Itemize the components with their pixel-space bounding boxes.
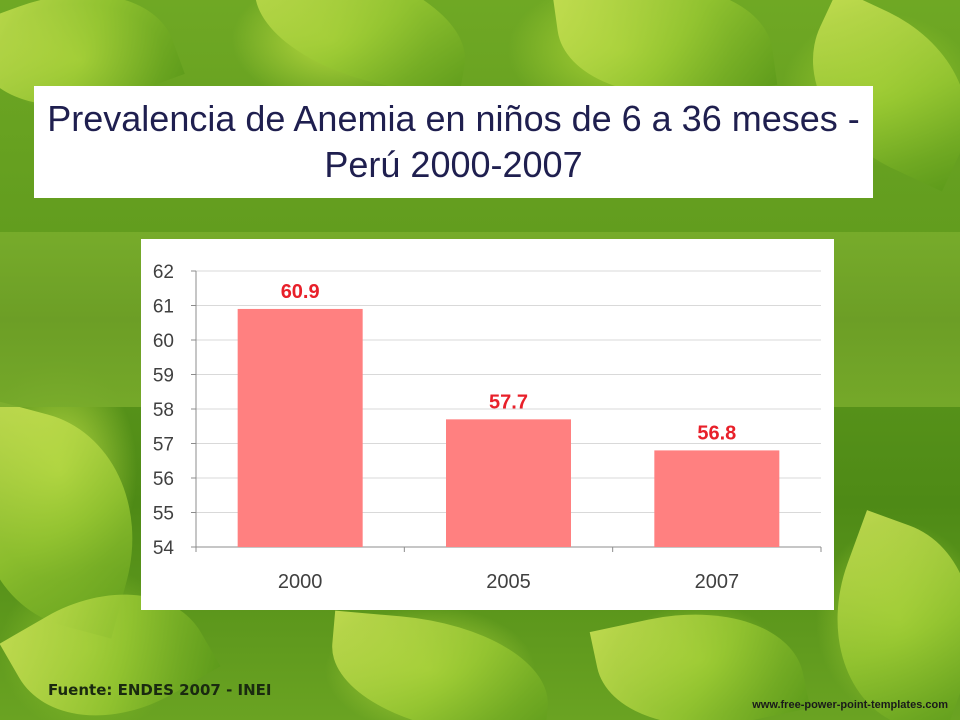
leaf-decoration <box>242 0 478 99</box>
x-tick-label: 2000 <box>278 571 323 593</box>
y-tick-label: 57 <box>153 435 174 456</box>
slide-title: Prevalencia de Anemia en niños de 6 a 36… <box>47 98 860 185</box>
bar-2007 <box>654 450 780 547</box>
data-label: 57.7 <box>489 391 528 413</box>
source-note: Fuente: ENDES 2007 - INEI <box>48 681 272 699</box>
website-credit: www.free-power-point-templates.com <box>752 699 948 711</box>
x-tick-label: 2005 <box>486 571 531 593</box>
y-tick-label: 62 <box>153 262 174 283</box>
y-tick-label: 54 <box>153 538 175 559</box>
data-label: 60.9 <box>281 281 320 303</box>
bar-2005 <box>446 419 571 547</box>
y-tick-label: 55 <box>153 504 174 525</box>
bar-2000 <box>237 308 363 547</box>
y-tick-label: 61 <box>153 297 174 318</box>
y-tick-label: 56 <box>153 469 174 490</box>
chart-panel: 54 55 56 57 58 59 60 61 62 60.9 2000 57.7 2005 56.8 20… <box>141 239 834 610</box>
y-tick-label: 60 <box>153 331 174 352</box>
y-tick-label: 58 <box>153 400 174 421</box>
data-label: 56.8 <box>697 422 736 444</box>
leaf-decoration <box>325 610 555 720</box>
x-tick-label: 2007 <box>695 571 740 593</box>
title-box: Prevalencia de Anemia en niños de 6 a 36… <box>34 86 873 198</box>
y-tick-label: 59 <box>153 366 174 387</box>
bar-chart: 54 55 56 57 58 59 60 61 62 60.9 2000 57.7 2005 56.8 20… <box>153 262 822 593</box>
